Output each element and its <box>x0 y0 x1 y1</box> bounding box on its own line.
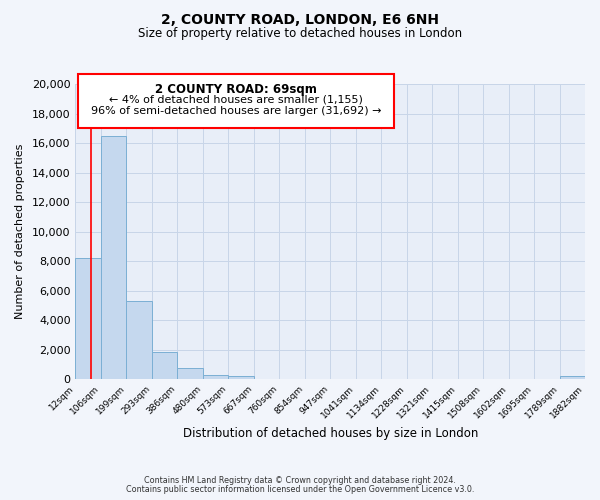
Bar <box>560 376 585 379</box>
Bar <box>229 376 254 379</box>
Text: Size of property relative to detached houses in London: Size of property relative to detached ho… <box>138 28 462 40</box>
X-axis label: Distribution of detached houses by size in London: Distribution of detached houses by size … <box>182 427 478 440</box>
Text: ← 4% of detached houses are smaller (1,155): ← 4% of detached houses are smaller (1,1… <box>109 94 363 104</box>
Bar <box>101 136 127 379</box>
Text: Contains HM Land Registry data © Crown copyright and database right 2024.: Contains HM Land Registry data © Crown c… <box>144 476 456 485</box>
Text: 96% of semi-detached houses are larger (31,692) →: 96% of semi-detached houses are larger (… <box>91 106 381 116</box>
Bar <box>76 258 101 379</box>
Text: 2, COUNTY ROAD, LONDON, E6 6NH: 2, COUNTY ROAD, LONDON, E6 6NH <box>161 12 439 26</box>
FancyBboxPatch shape <box>78 74 394 128</box>
Bar <box>127 301 152 379</box>
Bar <box>152 352 178 379</box>
Y-axis label: Number of detached properties: Number of detached properties <box>15 144 25 319</box>
Text: Contains public sector information licensed under the Open Government Licence v3: Contains public sector information licen… <box>126 485 474 494</box>
Bar <box>203 374 229 379</box>
Bar <box>178 368 203 379</box>
Text: 2 COUNTY ROAD: 69sqm: 2 COUNTY ROAD: 69sqm <box>155 82 317 96</box>
